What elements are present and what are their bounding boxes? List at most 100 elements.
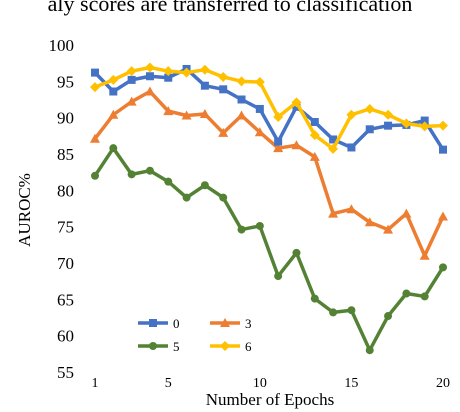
- data-point: [236, 76, 247, 87]
- data-point: [419, 121, 430, 132]
- data-point: [309, 151, 320, 161]
- data-point: [329, 135, 338, 144]
- data-point: [109, 87, 118, 96]
- data-point: [346, 109, 357, 120]
- data-point: [255, 104, 264, 113]
- data-point: [181, 110, 192, 120]
- data-point: [219, 193, 228, 202]
- data-point: [292, 248, 301, 257]
- data-point: [310, 118, 319, 127]
- data-point: [237, 95, 246, 104]
- data-point: [108, 109, 119, 119]
- data-point: [163, 66, 174, 77]
- y-tick-label: 75: [57, 218, 74, 237]
- x-tick-label: 20: [436, 376, 450, 391]
- data-point: [126, 96, 137, 106]
- data-point: [199, 109, 210, 119]
- series-6: [90, 62, 448, 154]
- y-tick-label: 85: [57, 145, 74, 164]
- data-point: [164, 177, 173, 186]
- data-point: [346, 204, 357, 214]
- data-point: [310, 294, 319, 303]
- caption-fragment: aly scores are transferred to classifica…: [48, 0, 413, 16]
- data-point: [149, 319, 157, 327]
- data-point: [144, 86, 155, 96]
- data-point: [273, 111, 284, 122]
- data-point: [347, 143, 356, 152]
- data-point: [419, 250, 430, 260]
- data-point: [420, 116, 429, 125]
- data-point: [164, 73, 173, 82]
- data-point: [200, 181, 209, 190]
- y-tick-label: 55: [57, 363, 74, 382]
- data-point: [273, 143, 284, 153]
- data-point: [145, 72, 154, 81]
- data-point: [254, 127, 265, 137]
- data-point: [328, 208, 339, 218]
- data-point: [439, 263, 447, 272]
- series-3: [90, 86, 448, 260]
- data-point: [364, 103, 375, 114]
- series-5: [91, 144, 447, 355]
- y-tick-label: 100: [49, 36, 75, 55]
- y-tick-label: 65: [57, 290, 74, 309]
- data-point: [181, 67, 192, 78]
- data-point: [149, 342, 157, 350]
- data-point: [220, 318, 230, 327]
- data-point: [237, 225, 246, 234]
- y-tick-label: 90: [57, 109, 74, 128]
- data-point: [291, 140, 302, 150]
- data-point: [384, 312, 393, 321]
- data-point: [220, 341, 230, 351]
- data-point: [383, 224, 394, 234]
- data-point: [383, 109, 394, 120]
- data-point: [365, 125, 374, 134]
- data-point: [127, 75, 136, 84]
- data-point: [420, 292, 429, 301]
- y-tick-label: 80: [57, 181, 74, 200]
- data-point: [347, 306, 356, 315]
- data-point: [401, 208, 412, 218]
- x-tick-label: 15: [344, 376, 358, 391]
- data-point: [144, 62, 155, 73]
- legend-label: 5: [173, 339, 180, 354]
- data-point: [218, 127, 229, 137]
- data-point: [365, 346, 374, 355]
- x-axis-title: Number of Epochs: [206, 390, 334, 409]
- data-point: [291, 97, 302, 108]
- data-point: [127, 170, 136, 179]
- y-tick-label: 60: [57, 327, 74, 346]
- y-tick-label: 70: [57, 254, 74, 273]
- data-point: [108, 74, 119, 85]
- data-point: [90, 82, 100, 93]
- legend-label: 0: [173, 316, 180, 331]
- data-point: [236, 110, 247, 120]
- data-point: [401, 118, 412, 129]
- x-tick-label: 5: [165, 376, 172, 391]
- legend: 0 3 5 6: [138, 316, 252, 354]
- legend-item-6: 6: [210, 339, 252, 354]
- legend-label: 6: [245, 339, 252, 354]
- data-point: [384, 121, 393, 130]
- y-axis-title: AUROC%: [15, 173, 34, 247]
- data-point: [364, 217, 375, 227]
- data-point: [219, 85, 228, 94]
- legend-item-5: 5: [138, 339, 180, 354]
- x-axis: 1 5 10 15 20: [92, 376, 451, 391]
- data-point: [438, 120, 448, 131]
- data-point: [126, 66, 137, 77]
- y-tick-label: 95: [57, 72, 74, 91]
- data-point: [91, 68, 99, 77]
- series-line: [93, 67, 445, 151]
- data-point: [274, 272, 283, 281]
- data-point: [438, 211, 448, 221]
- data-point: [274, 137, 283, 146]
- legend-label: 3: [245, 316, 252, 331]
- data-point: [218, 71, 229, 82]
- data-point: [109, 144, 118, 153]
- data-point: [200, 81, 209, 90]
- data-point: [255, 221, 264, 230]
- series-layer: [90, 62, 448, 355]
- series-line: [93, 146, 445, 352]
